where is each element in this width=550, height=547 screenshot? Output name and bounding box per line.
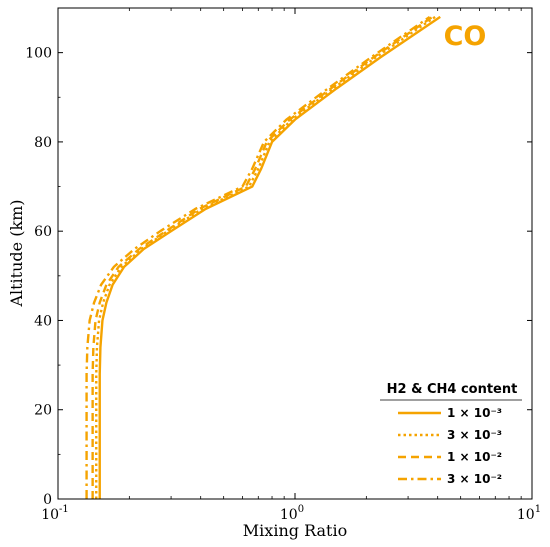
y-tick-label: 80 — [34, 135, 52, 151]
x-tick-label: 101 — [517, 504, 541, 523]
x-tick-label: 10-1 — [41, 504, 69, 523]
series-layer — [85, 15, 441, 499]
y-tick-label: 40 — [34, 313, 52, 329]
legend-title: H2 & CH4 content — [387, 382, 518, 397]
y-tick-label: 60 — [34, 224, 52, 240]
series-line-3 — [91, 15, 434, 499]
x-tick-label: 100 — [280, 504, 304, 523]
series-line-1 — [98, 15, 441, 499]
y-tick-label: 100 — [25, 46, 52, 62]
species-annotation: CO — [444, 21, 487, 52]
legend-label-4: 3 × 10⁻² — [447, 472, 502, 486]
legend: H2 & CH4 content 1 × 10⁻³ 3 × 10⁻³ 1 × 10⁻… — [380, 382, 522, 486]
y-tick-label: 0 — [43, 492, 52, 508]
legend-label-3: 1 × 10⁻² — [447, 450, 502, 464]
series-line-4 — [85, 15, 431, 499]
y-axis-label: Altitude (km) — [7, 199, 26, 307]
plot-area — [58, 8, 532, 499]
legend-label-1: 1 × 10⁻³ — [447, 406, 502, 420]
legend-label-2: 3 × 10⁻³ — [447, 428, 502, 442]
y-tick-label: 20 — [34, 403, 52, 419]
x-axis-label: Mixing Ratio — [243, 521, 347, 540]
y-axis: 0 20 40 60 80 100 — [25, 46, 532, 508]
x-axis: 10-1 100 101 — [41, 8, 541, 523]
